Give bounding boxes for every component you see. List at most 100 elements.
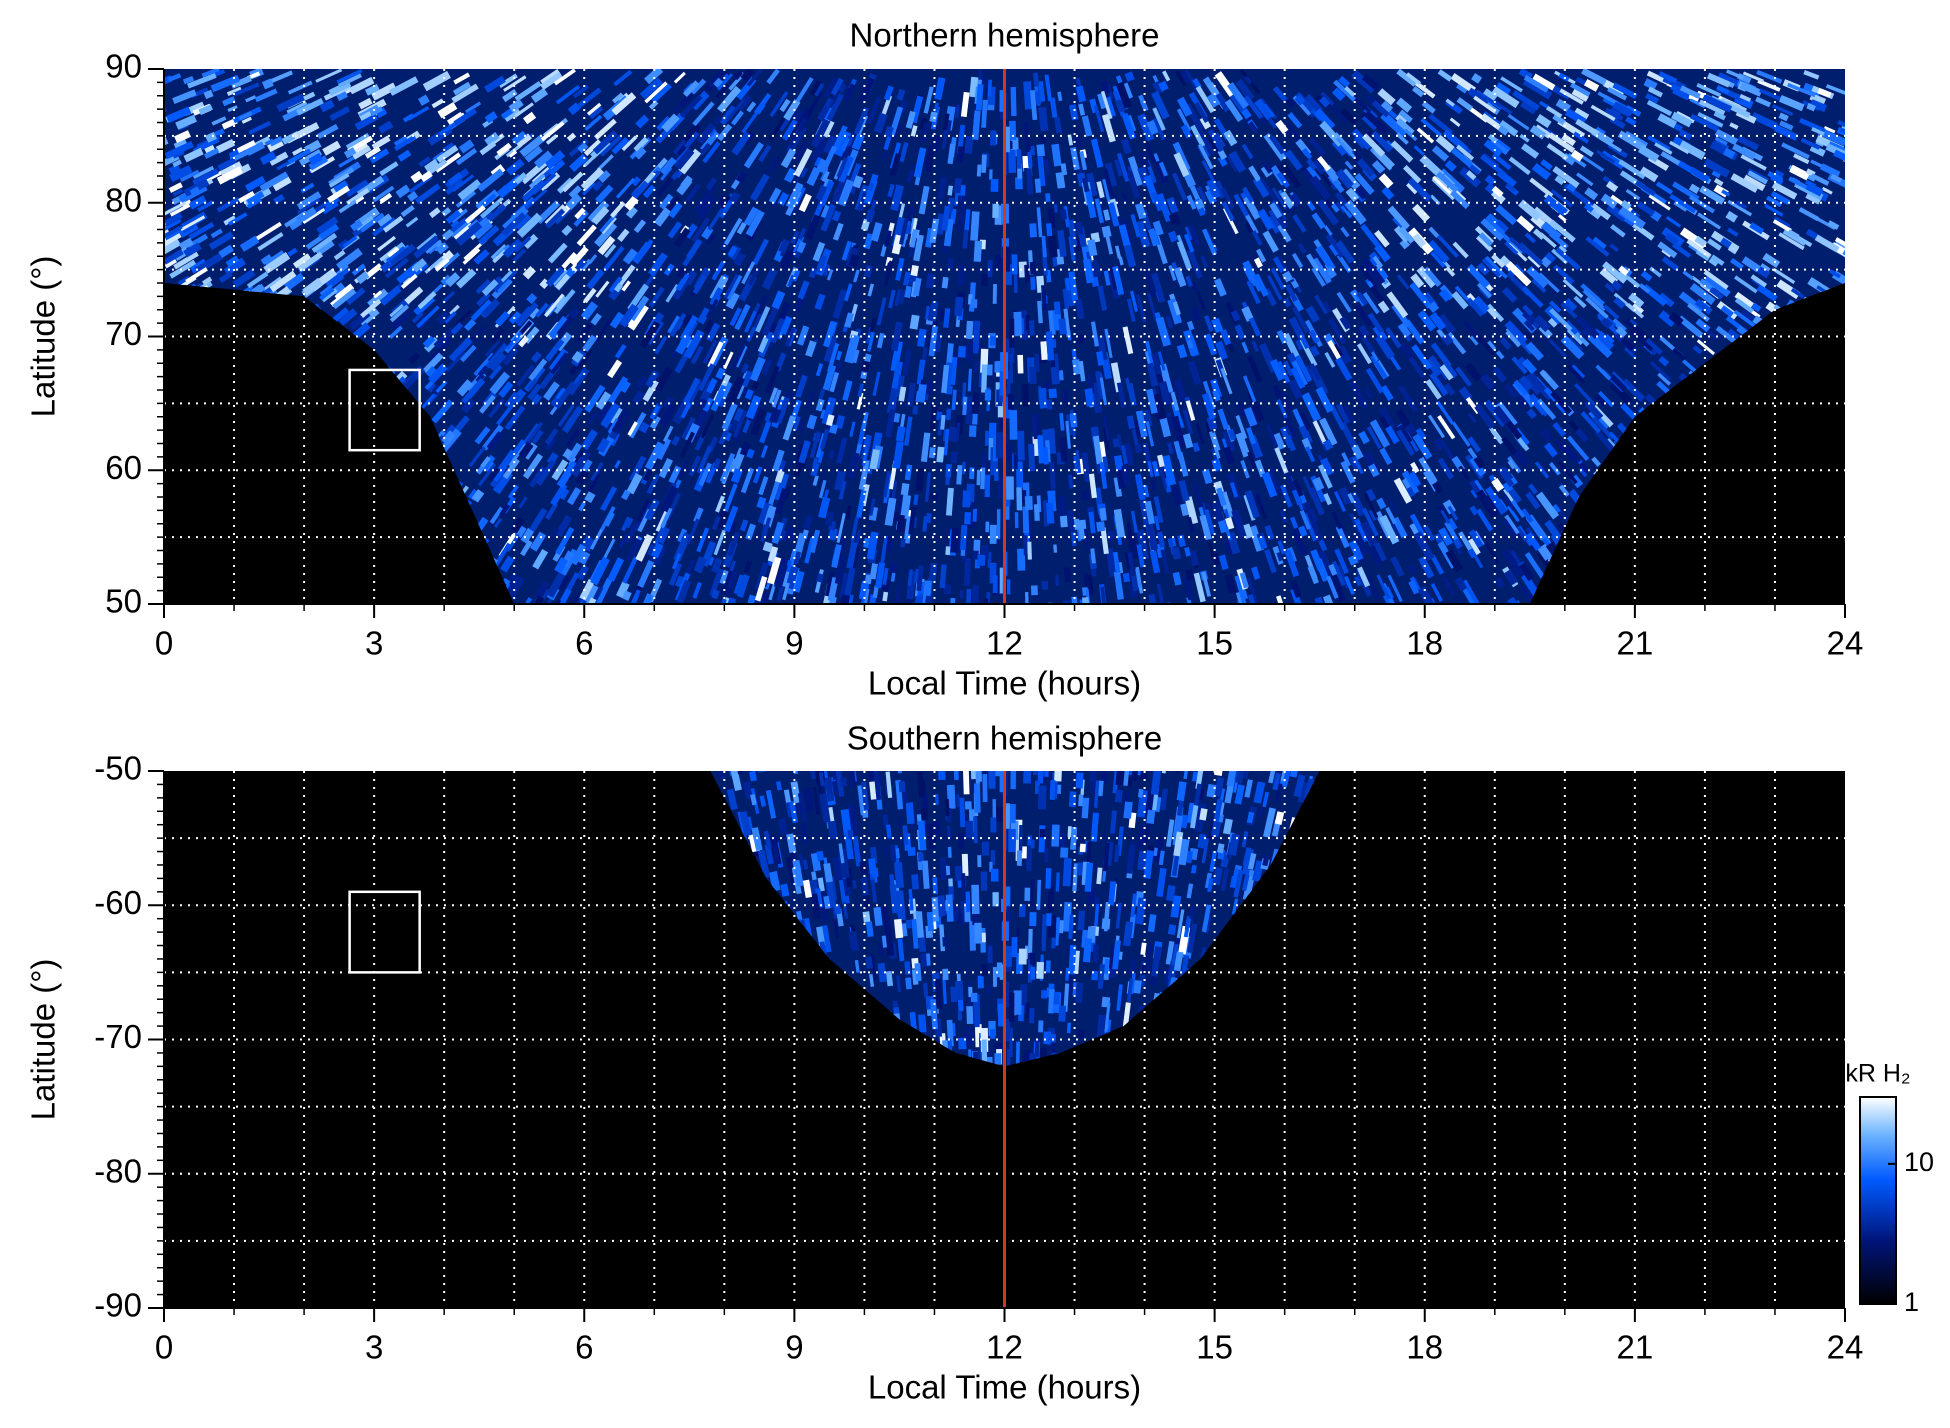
streak: [1062, 319, 1064, 335]
streak: [868, 575, 869, 584]
streak: [1076, 132, 1079, 147]
streak: [879, 333, 882, 348]
streak: [1215, 553, 1218, 565]
streak: [743, 364, 747, 372]
streak: [207, 135, 216, 139]
streak: [1063, 209, 1064, 219]
streak: [1092, 549, 1094, 564]
streak: [873, 175, 876, 184]
streak: [887, 127, 890, 137]
streak: [184, 78, 193, 82]
streak: [1077, 239, 1079, 251]
streak: [1487, 177, 1494, 183]
streak: [893, 563, 894, 572]
streak: [1031, 444, 1032, 471]
streak: [945, 429, 947, 455]
streak: [1613, 283, 1620, 289]
streak: [1205, 470, 1209, 483]
streak: [923, 953, 924, 967]
streak: [1780, 115, 1788, 119]
streak: [950, 198, 952, 212]
streak: [950, 258, 951, 269]
streak: [714, 590, 717, 598]
streak: [888, 263, 890, 272]
y-tick-label: 50: [105, 583, 142, 620]
x-tick-label: 15: [1196, 625, 1233, 662]
streak: [1023, 262, 1024, 278]
streak: [914, 266, 916, 276]
streak: [978, 470, 979, 485]
streak: [899, 90, 902, 100]
streak: [746, 561, 750, 572]
streak: [1091, 512, 1093, 533]
streak: [1844, 527, 1863, 544]
streak: [969, 369, 970, 392]
streak: [732, 421, 736, 431]
streak: [872, 782, 874, 800]
streak: [939, 214, 942, 235]
streak: [625, 592, 629, 600]
streak: [942, 309, 943, 321]
streak: [1042, 135, 1043, 143]
streak: [839, 416, 842, 428]
streak: [1297, 97, 1303, 103]
streak: [1035, 73, 1036, 86]
streak: [962, 196, 964, 221]
streak: [925, 983, 926, 997]
streak: [748, 390, 751, 399]
streak: [958, 297, 960, 316]
streak: [778, 471, 781, 482]
streak: [1374, 757, 1379, 773]
streak: [409, 194, 416, 199]
streak: [1017, 312, 1018, 336]
streak: [191, 190, 199, 194]
streak: [570, 106, 578, 112]
streak: [893, 573, 894, 582]
streak: [867, 234, 871, 249]
streak: [1150, 121, 1155, 133]
streak: [1085, 491, 1086, 500]
streak: [822, 498, 827, 518]
streak: [948, 546, 949, 554]
streak: [787, 169, 793, 181]
streak: [875, 586, 877, 598]
streak: [1084, 453, 1087, 482]
streak: [830, 450, 832, 458]
streak: [950, 186, 951, 196]
streak: [1059, 92, 1061, 101]
streak: [896, 442, 900, 469]
streak: [789, 567, 795, 588]
streak: [1070, 475, 1071, 489]
streak: [1844, 159, 1867, 170]
streak: [932, 404, 935, 429]
streak: [1047, 193, 1048, 201]
streak: [959, 221, 960, 232]
streak: [1809, 604, 1822, 617]
streak: [866, 538, 868, 547]
streak: [420, 98, 428, 103]
streak: [1725, 151, 1734, 156]
streak: [1301, 527, 1305, 536]
streak: [940, 447, 941, 462]
streak: [1079, 86, 1083, 101]
streak: [1447, 163, 1454, 170]
streak: [1073, 413, 1074, 427]
streak: [1045, 447, 1046, 464]
streak: [1046, 160, 1048, 175]
streak: [754, 382, 757, 390]
streak: [1056, 354, 1058, 373]
streak: [1051, 462, 1053, 489]
streak: [1285, 273, 1289, 281]
streak: [983, 155, 984, 173]
streak: [1170, 198, 1175, 212]
streak: [832, 425, 834, 433]
streak: [1103, 528, 1106, 554]
streak: [1077, 450, 1079, 469]
streak: [975, 509, 976, 522]
streak: [960, 147, 962, 163]
streak: [819, 399, 822, 410]
streak: [1105, 997, 1106, 1007]
streak: [1040, 157, 1043, 186]
streak: [945, 114, 948, 131]
streak: [1063, 516, 1064, 527]
